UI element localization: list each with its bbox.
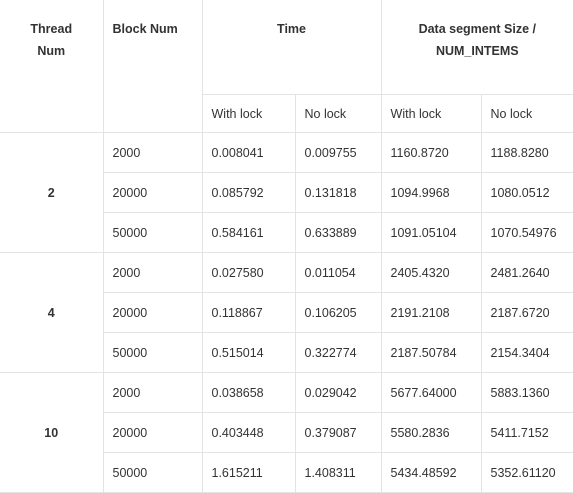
table-row: 2 2000 0.008041 0.009755 1160.8720 1188.8280 <box>0 132 573 253</box>
time-with-lock-cell: 0.027580 <box>201 252 296 293</box>
table-row: 50000 0.515014 0.322774 2187.50784 2154.3404 <box>0 332 573 373</box>
header-row: Thread Num Block Num Time Data segment Si… <box>0 0 573 133</box>
seg-with-lock-cell: 1091.05104 <box>380 212 482 253</box>
seg-no-lock-cell: 5883.1360 <box>480 372 573 413</box>
block-num-cell: 2000 <box>102 252 203 293</box>
time-no-lock-cell: 0.379087 <box>294 412 382 453</box>
thread-num-header: Thread Num <box>0 0 104 133</box>
time-no-lock-cell: 0.029042 <box>294 372 382 413</box>
seg-no-lock-cell: 5352.61120 <box>480 452 573 493</box>
time-no-lock-header: No lock <box>294 94 382 133</box>
seg-no-lock-cell: 2187.6720 <box>480 292 573 333</box>
time-with-lock-cell: 0.038658 <box>201 372 296 413</box>
block-num-cell: 50000 <box>103 332 203 373</box>
time-with-lock-cell: 1.615211 <box>201 452 296 493</box>
block-num-cell: 2000 <box>102 132 203 173</box>
time-with-lock-cell: 0.118867 <box>201 292 296 333</box>
seg-with-lock-cell: 5677.64000 <box>380 372 482 413</box>
seg-with-lock-cell: 5580.2836 <box>380 412 482 453</box>
time-with-lock-cell: 0.515014 <box>201 332 296 373</box>
seg-with-lock-cell: 2405.4320 <box>380 252 482 293</box>
seg-no-lock-cell: 1080.0512 <box>480 172 573 213</box>
block-num-cell: 2000 <box>102 372 203 413</box>
thread-num-cell: 4 <box>0 252 104 373</box>
time-with-lock-cell: 0.403448 <box>201 412 296 453</box>
block-num-cell: 20000 <box>103 412 203 453</box>
time-no-lock-cell: 0.011054 <box>294 252 382 293</box>
thread-num-cell: 2 <box>0 132 104 253</box>
seg-with-lock-cell: 2191.2108 <box>380 292 482 333</box>
block-num-cell: 20000 <box>103 172 203 213</box>
seg-with-lock-cell: 5434.48592 <box>380 452 482 493</box>
table-row: 4 2000 0.027580 0.011054 2405.4320 2481.2640 <box>0 252 573 373</box>
thread-num-cell: 10 <box>0 372 104 493</box>
time-no-lock-cell: 0.009755 <box>294 132 382 173</box>
seg-no-lock-cell: 1188.8280 <box>480 132 573 173</box>
seg-with-lock-header: With lock <box>380 94 482 133</box>
time-with-lock-cell: 0.008041 <box>201 132 296 173</box>
table-row: 20000 0.403448 0.379087 5580.2836 5411.7152 <box>0 412 573 453</box>
seg-with-lock-cell: 2187.50784 <box>380 332 482 373</box>
data-segment-header: Data segment Size / NUM_INTEMS <box>380 0 573 95</box>
seg-no-lock-cell: 5411.7152 <box>480 412 573 453</box>
time-with-lock-cell: 0.085792 <box>201 172 296 213</box>
table-row: 20000 0.118867 0.106205 2191.2108 2187.6720 <box>0 292 573 333</box>
time-no-lock-cell: 0.322774 <box>294 332 382 373</box>
time-with-lock-header: With lock <box>202 94 296 133</box>
time-no-lock-cell: 0.633889 <box>294 212 382 253</box>
block-num-cell: 20000 <box>103 292 203 333</box>
block-num-cell: 50000 <box>103 212 203 253</box>
seg-no-lock-cell: 2481.2640 <box>480 252 573 293</box>
table-row: 20000 0.085792 0.131818 1094.9968 1080.0512 <box>0 172 573 213</box>
time-no-lock-cell: 0.131818 <box>294 172 382 213</box>
block-num-header: Block Num <box>102 0 203 133</box>
seg-with-lock-cell: 1160.8720 <box>380 132 482 173</box>
seg-with-lock-cell: 1094.9968 <box>380 172 482 213</box>
time-no-lock-cell: 1.408311 <box>294 452 382 493</box>
time-header: Time <box>201 0 382 95</box>
seg-no-lock-header: No lock <box>480 94 573 133</box>
time-with-lock-cell: 0.584161 <box>201 212 296 253</box>
table-row: 10 2000 0.038658 0.029042 5677.64000 5883.136… <box>0 372 573 493</box>
table-row: 50000 0.584161 0.633889 1091.05104 1070.549… <box>0 212 573 253</box>
seg-no-lock-cell: 1070.54976 <box>480 212 573 253</box>
seg-no-lock-cell: 2154.3404 <box>480 332 573 373</box>
time-no-lock-cell: 0.106205 <box>294 292 382 333</box>
